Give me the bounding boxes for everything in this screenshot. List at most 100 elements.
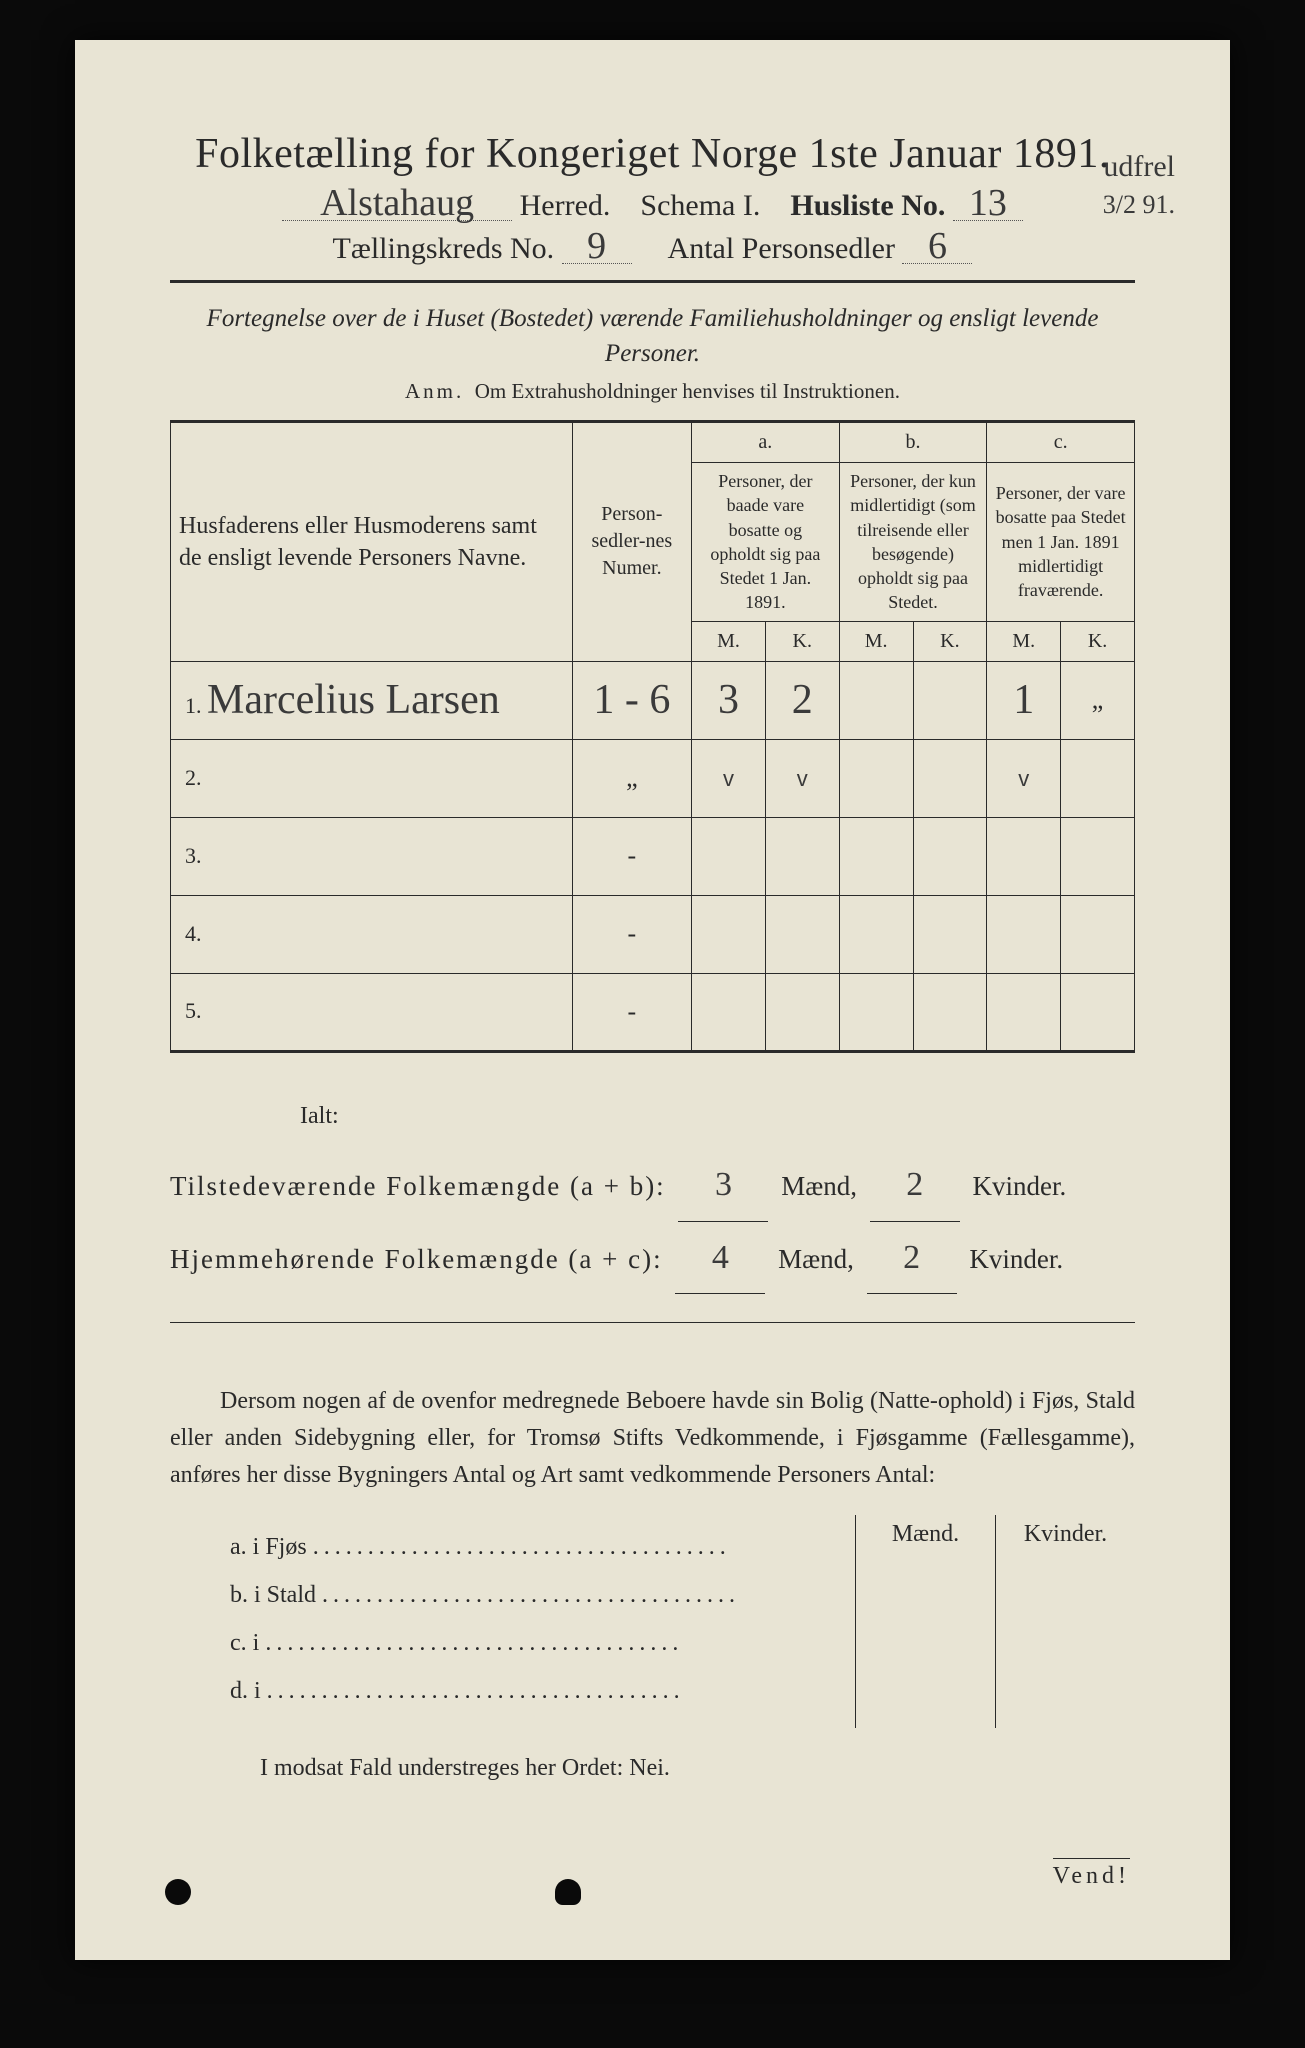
col-b-text: Personer, der kun midlertidigt (som tilr… — [839, 463, 987, 622]
row-number: 1. — [185, 693, 207, 718]
bygn-label: a. i Fjøs — [230, 1534, 313, 1560]
rule-2 — [170, 1322, 1135, 1323]
anm-prefix: Anm. — [405, 379, 464, 403]
tilstede-row: Tilstedeværende Folkemængde (a + b): 3 M… — [170, 1149, 1135, 1221]
cell-cm — [987, 973, 1061, 1051]
bygn-label: b. i Stald — [230, 1582, 322, 1608]
bygn-mk-head: Mænd. Kvinder. — [855, 1515, 1135, 1728]
table-row: 2. „vvv — [171, 739, 1135, 817]
bygn-kvinder-header: Kvinder. — [995, 1515, 1135, 1728]
name-cell: 1. Marcelius Larsen — [171, 661, 573, 739]
cell-cm: v — [987, 739, 1061, 817]
table-row: 3. - — [171, 817, 1135, 895]
cell-ck — [1061, 895, 1135, 973]
cell-ak: v — [765, 739, 839, 817]
margin-note-date: 3/2 91. — [1103, 190, 1175, 220]
tilstede-k: 2 — [870, 1149, 960, 1221]
cell-bm — [839, 661, 913, 739]
cell-bm — [839, 739, 913, 817]
cell-numer: „ — [572, 739, 691, 817]
cell-bk — [913, 973, 987, 1051]
col-c-label: c. — [987, 422, 1135, 463]
row-number: 3. — [185, 843, 202, 868]
col-c-text: Personer, der vare bosatte paa Stedet me… — [987, 463, 1135, 622]
bygn-maend-header: Mænd. — [855, 1515, 995, 1728]
cell-am — [692, 973, 766, 1051]
cell-ak — [765, 817, 839, 895]
dersom-paragraph: Dersom nogen af de ovenfor medregnede Be… — [170, 1383, 1135, 1495]
table-head: Husfaderens eller Husmoderens samt de en… — [171, 422, 1135, 662]
margin-note-top: udfrel — [1103, 150, 1175, 184]
cell-ak — [765, 895, 839, 973]
dotted-leader: ...................................... — [265, 1630, 683, 1656]
name-cell: 3. — [171, 817, 573, 895]
table-body: 1. Marcelius Larsen1 - 6321„2. „vvv3. -4… — [171, 661, 1135, 1051]
herred-value: Alstahaug — [282, 186, 512, 221]
cell-ck: „ — [1061, 661, 1135, 739]
cell-numer: - — [572, 973, 691, 1051]
census-form-page: Folketælling for Kongeriget Norge 1ste J… — [75, 40, 1230, 1960]
schema-label: Schema I. — [640, 189, 760, 222]
vend-label: Vend! — [1053, 1858, 1130, 1890]
personsedler-value: 6 — [902, 229, 972, 264]
person-name: Marcelius Larsen — [207, 677, 500, 723]
tilstede-label: Tilstedeværende Folkemængde (a + b): — [170, 1171, 666, 1201]
table-row: 1. Marcelius Larsen1 - 6321„ — [171, 661, 1135, 739]
cell-numer: - — [572, 895, 691, 973]
cell-numer: - — [572, 817, 691, 895]
hjemme-k: 2 — [867, 1222, 957, 1294]
cell-am — [692, 817, 766, 895]
cell-am: v — [692, 739, 766, 817]
hjemme-m: 4 — [675, 1222, 765, 1294]
rule-1 — [170, 280, 1135, 283]
bygn-label: d. i — [230, 1678, 267, 1704]
header-line-kreds: Tællingskreds No. 9 Antal Personsedler 6 — [170, 229, 1135, 266]
dotted-leader: ...................................... — [267, 1678, 685, 1704]
table-row: 4. - — [171, 895, 1135, 973]
cell-bk — [913, 661, 987, 739]
col-a-k: K. — [765, 621, 839, 661]
punch-hole-icon — [165, 1879, 191, 1905]
herred-label: Herred. — [520, 189, 611, 222]
anm-line: Anm. Om Extrahusholdninger henvises til … — [170, 379, 1135, 404]
dotted-leader: ...................................... — [313, 1534, 731, 1560]
cell-bm — [839, 973, 913, 1051]
col-numer-header: Person-sedler-nes Numer. — [572, 422, 691, 662]
maend-label-1: Mænd, — [781, 1171, 857, 1201]
cell-cm — [987, 895, 1061, 973]
cell-am: 3 — [692, 661, 766, 739]
kreds-label: Tællingskreds No. — [333, 232, 555, 265]
col-b-m: M. — [839, 621, 913, 661]
husliste-value: 13 — [953, 186, 1023, 221]
row-number: 5. — [185, 998, 202, 1023]
cell-ck — [1061, 817, 1135, 895]
cell-ck — [1061, 739, 1135, 817]
col-b-label: b. — [839, 422, 987, 463]
col-name-header: Husfaderens eller Husmoderens samt de en… — [171, 422, 573, 662]
cell-bk — [913, 739, 987, 817]
hjemme-row: Hjemmehørende Folkemængde (a + c): 4 Mæn… — [170, 1222, 1135, 1294]
cell-cm — [987, 817, 1061, 895]
cell-bm — [839, 895, 913, 973]
bygn-label: c. i — [230, 1630, 265, 1656]
ialt-label: Ialt: — [300, 1091, 1135, 1141]
col-b-k: K. — [913, 621, 987, 661]
maend-label-2: Mænd, — [778, 1244, 854, 1274]
col-a-text: Personer, der baade vare bosatte og opho… — [692, 463, 840, 622]
cell-ck — [1061, 973, 1135, 1051]
cell-cm: 1 — [987, 661, 1061, 739]
cell-bk — [913, 817, 987, 895]
name-cell: 4. — [171, 895, 573, 973]
kvinder-label-2: Kvinder. — [969, 1244, 1063, 1274]
name-cell: 5. — [171, 973, 573, 1051]
tilstede-m: 3 — [678, 1149, 768, 1221]
cell-numer: 1 - 6 — [572, 661, 691, 739]
row-number: 2. — [185, 765, 202, 790]
col-a-m: M. — [692, 621, 766, 661]
header-line-herred: Alstahaug Herred. Schema I. Husliste No.… — [170, 186, 1135, 223]
cell-ak — [765, 973, 839, 1051]
bygninger-block: Mænd. Kvinder. a. i Fjøs ...............… — [170, 1523, 1135, 1715]
nei-line: I modsat Fald understreges her Ordet: Ne… — [170, 1755, 1135, 1782]
punch-hole-icon — [555, 1879, 581, 1905]
anm-text: Om Extrahusholdninger henvises til Instr… — [475, 379, 900, 403]
